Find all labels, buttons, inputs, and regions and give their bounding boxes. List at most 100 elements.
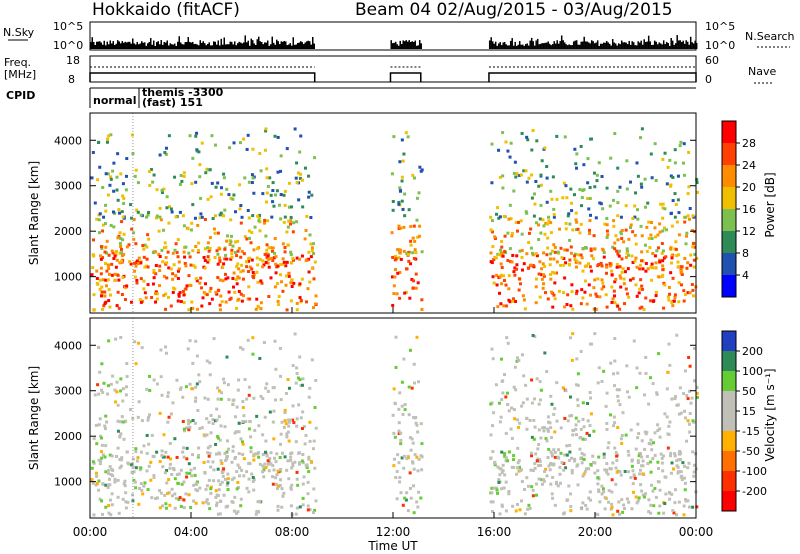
data-cell bbox=[524, 383, 528, 387]
nsky-bar bbox=[199, 40, 201, 49]
data-cell bbox=[416, 505, 420, 509]
data-cell bbox=[312, 439, 316, 443]
data-cell bbox=[569, 304, 573, 308]
data-cell bbox=[140, 346, 144, 350]
data-cell bbox=[281, 494, 285, 498]
data-cell bbox=[568, 238, 572, 242]
data-cell bbox=[637, 291, 641, 295]
data-cell bbox=[291, 464, 295, 468]
data-cell bbox=[588, 265, 592, 269]
data-cell bbox=[418, 165, 422, 169]
data-cell bbox=[665, 228, 669, 232]
data-cell bbox=[160, 188, 164, 192]
data-cell bbox=[397, 200, 401, 204]
data-cell bbox=[95, 442, 99, 446]
data-cell bbox=[101, 307, 105, 311]
data-cell bbox=[310, 266, 314, 270]
colorbar-swatch bbox=[722, 143, 736, 165]
data-cell bbox=[231, 285, 235, 289]
data-cell bbox=[102, 215, 106, 219]
data-cell bbox=[259, 307, 263, 311]
data-cell bbox=[563, 276, 567, 280]
nsky-bar bbox=[133, 43, 135, 49]
data-cell bbox=[680, 273, 684, 277]
nsky-bar bbox=[417, 45, 419, 49]
data-cell bbox=[625, 497, 629, 501]
data-cell bbox=[314, 302, 318, 306]
data-cell bbox=[567, 484, 571, 488]
data-cell bbox=[593, 247, 597, 251]
data-cell bbox=[225, 483, 229, 487]
data-cell bbox=[601, 487, 605, 491]
data-cell bbox=[673, 488, 677, 492]
data-cell bbox=[608, 264, 612, 268]
data-cell bbox=[142, 247, 146, 251]
data-cell bbox=[224, 458, 228, 462]
data-cell bbox=[603, 496, 607, 500]
data-cell bbox=[497, 480, 501, 484]
data-cell bbox=[139, 450, 143, 454]
data-cell bbox=[616, 189, 620, 193]
data-cell bbox=[232, 193, 236, 197]
data-cell bbox=[267, 246, 271, 250]
data-cell bbox=[565, 444, 569, 448]
data-cell bbox=[301, 482, 305, 486]
data-cell bbox=[407, 413, 411, 417]
data-cell bbox=[300, 254, 304, 258]
data-cell bbox=[616, 214, 620, 218]
nsky-bar bbox=[497, 43, 500, 49]
data-cell bbox=[586, 401, 590, 405]
data-cell bbox=[512, 189, 516, 193]
data-cell bbox=[255, 297, 259, 301]
data-cell bbox=[172, 263, 176, 267]
data-cell bbox=[682, 513, 686, 517]
data-cell bbox=[660, 251, 664, 255]
data-cell bbox=[175, 473, 179, 477]
data-cell bbox=[592, 234, 596, 238]
data-cell bbox=[227, 193, 231, 197]
nsky-bar bbox=[394, 41, 397, 49]
nsky-bar bbox=[550, 45, 552, 49]
data-cell bbox=[251, 352, 255, 356]
data-cell bbox=[134, 168, 138, 172]
data-cell bbox=[613, 337, 617, 341]
data-cell bbox=[178, 496, 182, 500]
data-cell bbox=[520, 255, 524, 259]
data-cell bbox=[180, 179, 184, 183]
data-cell bbox=[695, 386, 699, 390]
data-cell bbox=[398, 251, 402, 255]
data-cell bbox=[399, 431, 403, 435]
data-cell bbox=[194, 501, 198, 505]
data-cell bbox=[691, 505, 695, 509]
data-cell bbox=[588, 424, 592, 428]
data-cell bbox=[198, 486, 202, 490]
x-tick-label: 00:00 bbox=[73, 525, 108, 539]
data-cell bbox=[152, 270, 156, 274]
data-cell bbox=[673, 501, 677, 505]
data-cell bbox=[298, 355, 302, 359]
data-cell bbox=[579, 144, 583, 148]
data-cell bbox=[247, 257, 251, 261]
nsky-bar bbox=[604, 42, 606, 49]
data-cell bbox=[589, 293, 593, 297]
data-cell bbox=[575, 152, 579, 156]
data-cell bbox=[118, 261, 122, 265]
nsky-bar bbox=[650, 45, 653, 49]
nsky-bar bbox=[616, 45, 618, 49]
data-cell bbox=[614, 451, 618, 455]
data-cell bbox=[119, 335, 123, 339]
data-cell bbox=[597, 490, 601, 494]
data-cell bbox=[526, 138, 530, 142]
data-cell bbox=[268, 176, 272, 180]
data-cell bbox=[266, 219, 270, 223]
data-cell bbox=[638, 452, 642, 456]
data-cell bbox=[191, 453, 195, 457]
data-cell bbox=[236, 510, 240, 514]
data-cell bbox=[396, 453, 400, 457]
data-cell bbox=[198, 175, 202, 179]
data-cell bbox=[580, 451, 584, 455]
data-cell bbox=[308, 280, 312, 284]
data-cell bbox=[165, 195, 169, 199]
nsky-bar bbox=[643, 39, 645, 49]
data-cell bbox=[99, 459, 103, 463]
